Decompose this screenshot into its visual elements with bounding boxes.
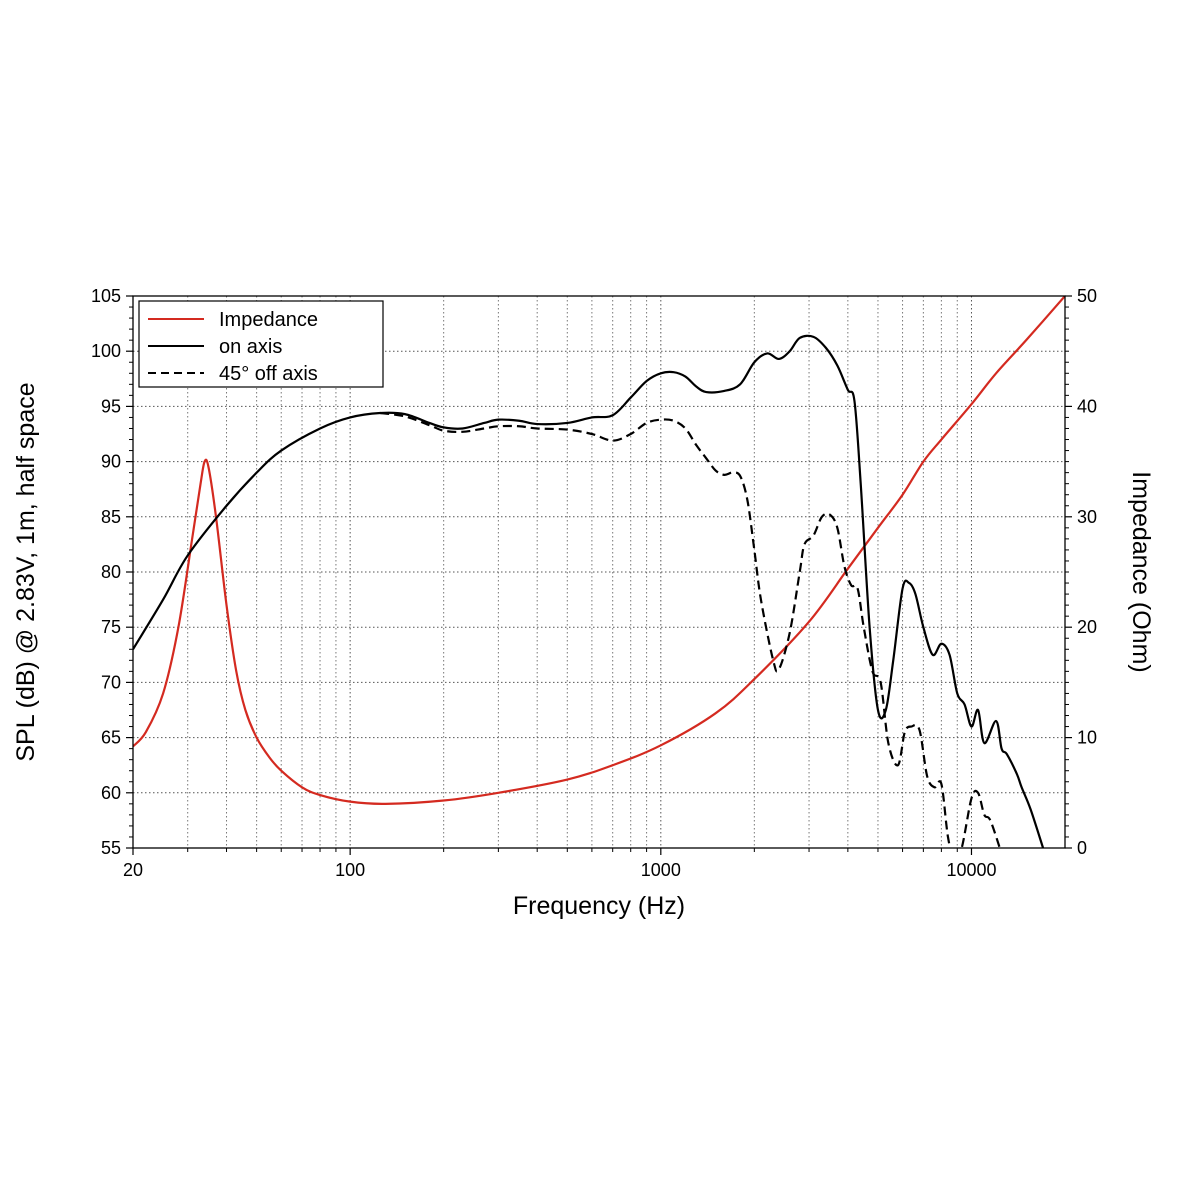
legend: Impedance on axis 45° off axis [138,300,384,388]
y-tick-label: 95 [101,396,121,416]
x-tick-label: 10000 [946,860,996,880]
y-tick-label: 100 [91,341,121,361]
plot-frame [132,295,1066,849]
y-tick-label: 85 [101,507,121,527]
y2-tick-label: 50 [1077,286,1097,306]
y-tick-label: 90 [101,452,121,472]
y-tick-label: 60 [101,783,121,803]
y2-axis-title: Impedance (Ohm) [1127,471,1155,672]
x-tick-label: 100 [335,860,365,880]
y2-tick-label: 40 [1077,396,1097,416]
axes: 55 60 65 70 75 80 85 90 95 100 105 0 10 20 30 40 50 20 100… [91,286,1097,880]
series-line-impedance [133,296,1065,805]
x-axis-title: Frequency (Hz) [513,892,685,920]
y2-tick-label: 20 [1077,617,1097,637]
series-line-on-axis [133,334,1045,848]
y-axis-title: SPL (dB) @ 2.83V, 1m, half space [12,382,40,761]
legend-label-impedance: Impedance [219,309,318,331]
y-tick-label: 105 [91,286,121,306]
y-tick-label: 80 [101,562,121,582]
series-line-45-off-axis [380,411,1001,848]
y-tick-label: 75 [101,617,121,637]
y-tick-label: 55 [101,838,121,858]
legend-label-off-axis: 45° off axis [219,363,318,385]
x-tick-label: 20 [123,860,143,880]
y-tick-label: 70 [101,672,121,692]
y2-tick-label: 0 [1077,838,1087,858]
legend-label-on-axis: on axis [219,336,282,358]
y-tick-label: 65 [101,728,121,748]
series-layer [133,296,1065,848]
y2-tick-label: 30 [1077,507,1097,527]
x-tick-label: 1000 [641,860,681,880]
y2-tick-label: 10 [1077,728,1097,748]
